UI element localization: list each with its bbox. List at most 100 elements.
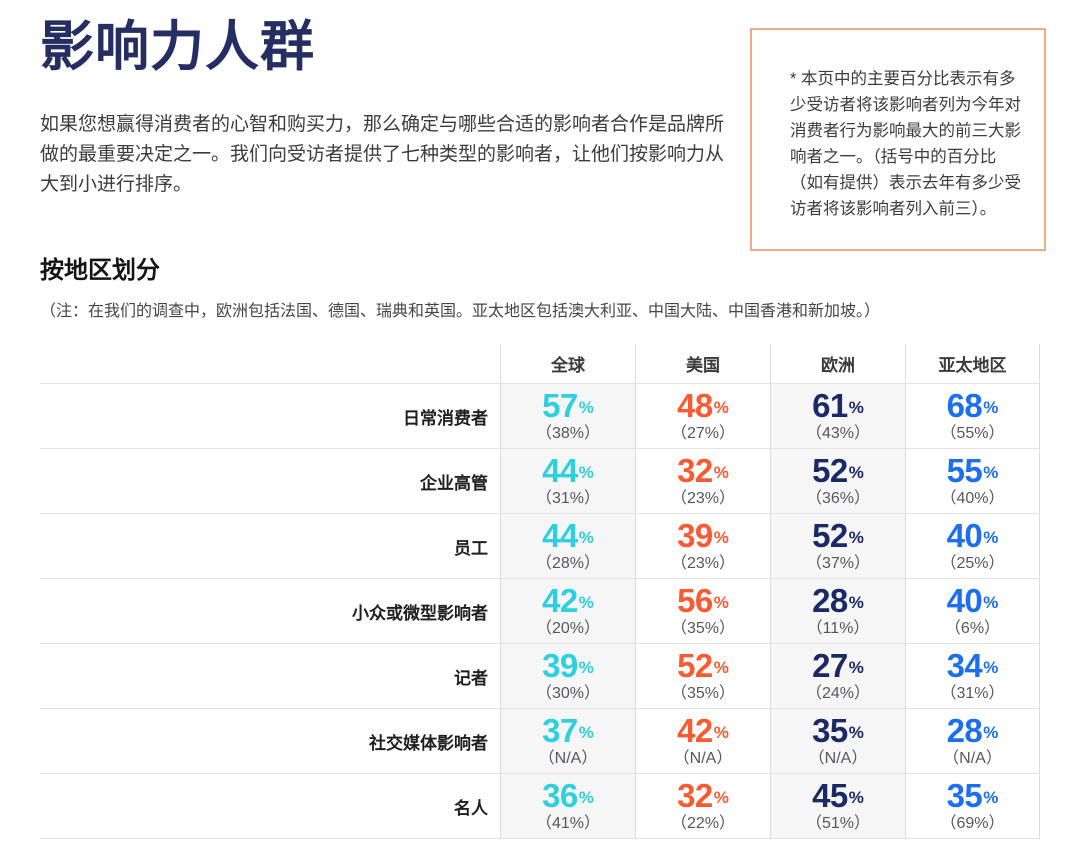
table-row: 日常消费者 57% （38%） 48% （27%） 61% （43%） 68% … <box>40 383 1040 448</box>
table-header-row: 全球 美国 欧洲 亚太地区 <box>40 344 1040 383</box>
previous-year-value: （11%） <box>806 620 870 638</box>
current-year-value: 45% <box>812 779 864 812</box>
value-cell: 40% （6%） <box>905 579 1040 643</box>
value-number: 56 <box>677 582 713 620</box>
percent-sign: % <box>848 463 864 483</box>
current-year-value: 32% <box>677 454 729 487</box>
percent-sign: % <box>578 593 594 613</box>
value-cell: 44% （28%） <box>500 514 635 578</box>
table-row: 员工 44% （28%） 39% （23%） 52% （37%） 40% （25… <box>40 513 1040 578</box>
previous-year-value: （40%） <box>940 490 1005 508</box>
current-year-value: 28% <box>812 584 864 617</box>
current-year-value: 44% <box>542 454 594 487</box>
percent-sign: % <box>848 723 864 743</box>
previous-year-value: （69%） <box>940 815 1005 833</box>
value-cell: 48% （27%） <box>635 384 770 448</box>
table-header-spacer <box>40 344 500 383</box>
current-year-value: 37% <box>542 714 594 747</box>
current-year-value: 39% <box>542 649 594 682</box>
value-cell: 42% （N/A） <box>635 709 770 773</box>
value-cell: 28% （N/A） <box>905 709 1040 773</box>
value-number: 52 <box>677 647 713 685</box>
percent-sign: % <box>983 593 999 613</box>
previous-year-value: （31%） <box>940 685 1005 703</box>
previous-year-value: （23%） <box>670 490 736 508</box>
value-number: 44 <box>542 452 578 490</box>
current-year-value: 61% <box>812 389 864 422</box>
row-label: 社交媒体影响者 <box>369 733 488 753</box>
previous-year-value: （N/A） <box>808 750 868 768</box>
value-number: 42 <box>677 712 713 750</box>
value-cell: 28% （11%） <box>770 579 905 643</box>
row-label: 员工 <box>454 538 488 558</box>
previous-year-value: （31%） <box>535 490 601 508</box>
percent-sign: % <box>848 658 864 678</box>
value-number: 37 <box>542 712 578 750</box>
table-row: 小众或微型影响者 42% （20%） 56% （35%） 28% （11%） 4… <box>40 578 1040 643</box>
percent-sign: % <box>578 528 594 548</box>
percent-sign: % <box>848 398 864 418</box>
value-cell: 27% （24%） <box>770 644 905 708</box>
value-number: 32 <box>677 452 713 490</box>
current-year-value: 42% <box>542 584 594 617</box>
previous-year-value: （37%） <box>805 555 871 573</box>
current-year-value: 34% <box>947 649 999 682</box>
previous-year-value: （27%） <box>670 425 736 443</box>
percent-sign: % <box>848 593 864 613</box>
current-year-value: 32% <box>677 779 729 812</box>
current-year-value: 28% <box>947 714 999 747</box>
previous-year-value: （28%） <box>535 555 601 573</box>
section-note: （注：在我们的调查中，欧洲包括法国、德国、瑞典和英国。亚太地区包括澳大利亚、中国… <box>40 303 881 320</box>
current-year-value: 35% <box>947 779 999 812</box>
table-body: 日常消费者 57% （38%） 48% （27%） 61% （43%） 68% … <box>40 383 1040 839</box>
value-number: 57 <box>542 387 578 425</box>
intro-paragraph: 如果您想赢得消费者的心智和购买力，那么确定与哪些合适的影响者合作是品牌所做的最重… <box>40 114 725 195</box>
value-number: 42 <box>542 582 578 620</box>
value-number: 34 <box>946 647 983 685</box>
percent-sign: % <box>983 788 999 808</box>
percent-sign: % <box>578 788 594 808</box>
value-number: 35 <box>812 712 848 750</box>
value-cell: 68% （55%） <box>905 384 1040 448</box>
value-number: 35 <box>946 777 983 815</box>
page-title: 影响力人群 <box>40 17 315 77</box>
percent-sign: % <box>713 593 729 613</box>
value-cell: 34% （31%） <box>905 644 1040 708</box>
value-cell: 57% （38%） <box>500 384 635 448</box>
value-number: 28 <box>946 712 983 750</box>
previous-year-value: （30%） <box>535 685 601 703</box>
column-header-europe: 欧洲 <box>770 344 905 383</box>
value-number: 61 <box>812 387 848 425</box>
row-label: 小众或微型影响者 <box>352 603 488 623</box>
value-cell: 45% （51%） <box>770 774 905 838</box>
previous-year-value: （35%） <box>670 685 736 703</box>
table-row: 企业高管 44% （31%） 32% （23%） 52% （36%） 55% （… <box>40 448 1040 513</box>
value-cell: 35% （69%） <box>905 774 1040 838</box>
percent-sign: % <box>713 463 729 483</box>
value-cell: 56% （35%） <box>635 579 770 643</box>
previous-year-value: （6%） <box>944 620 1001 638</box>
previous-year-value: （22%） <box>670 815 736 833</box>
table-row: 名人 36% （41%） 32% （22%） 45% （51%） 35% （69… <box>40 773 1040 839</box>
value-number: 45 <box>812 777 848 815</box>
previous-year-value: （23%） <box>670 555 736 573</box>
percent-sign: % <box>713 398 729 418</box>
percent-sign: % <box>578 723 594 743</box>
percent-sign: % <box>578 658 594 678</box>
column-header-apac: 亚太地区 <box>905 344 1040 383</box>
value-number: 55 <box>946 452 983 490</box>
current-year-value: 44% <box>542 519 594 552</box>
column-header-us: 美国 <box>635 344 770 383</box>
percent-sign: % <box>848 788 864 808</box>
percent-sign: % <box>983 658 999 678</box>
value-number: 36 <box>542 777 578 815</box>
value-number: 28 <box>812 582 848 620</box>
current-year-value: 35% <box>812 714 864 747</box>
previous-year-value: （51%） <box>805 815 871 833</box>
current-year-value: 39% <box>677 519 729 552</box>
row-label: 日常消费者 <box>403 408 488 428</box>
row-label: 名人 <box>454 798 488 818</box>
previous-year-value: （N/A） <box>943 750 1002 768</box>
previous-year-value: （N/A） <box>673 750 733 768</box>
